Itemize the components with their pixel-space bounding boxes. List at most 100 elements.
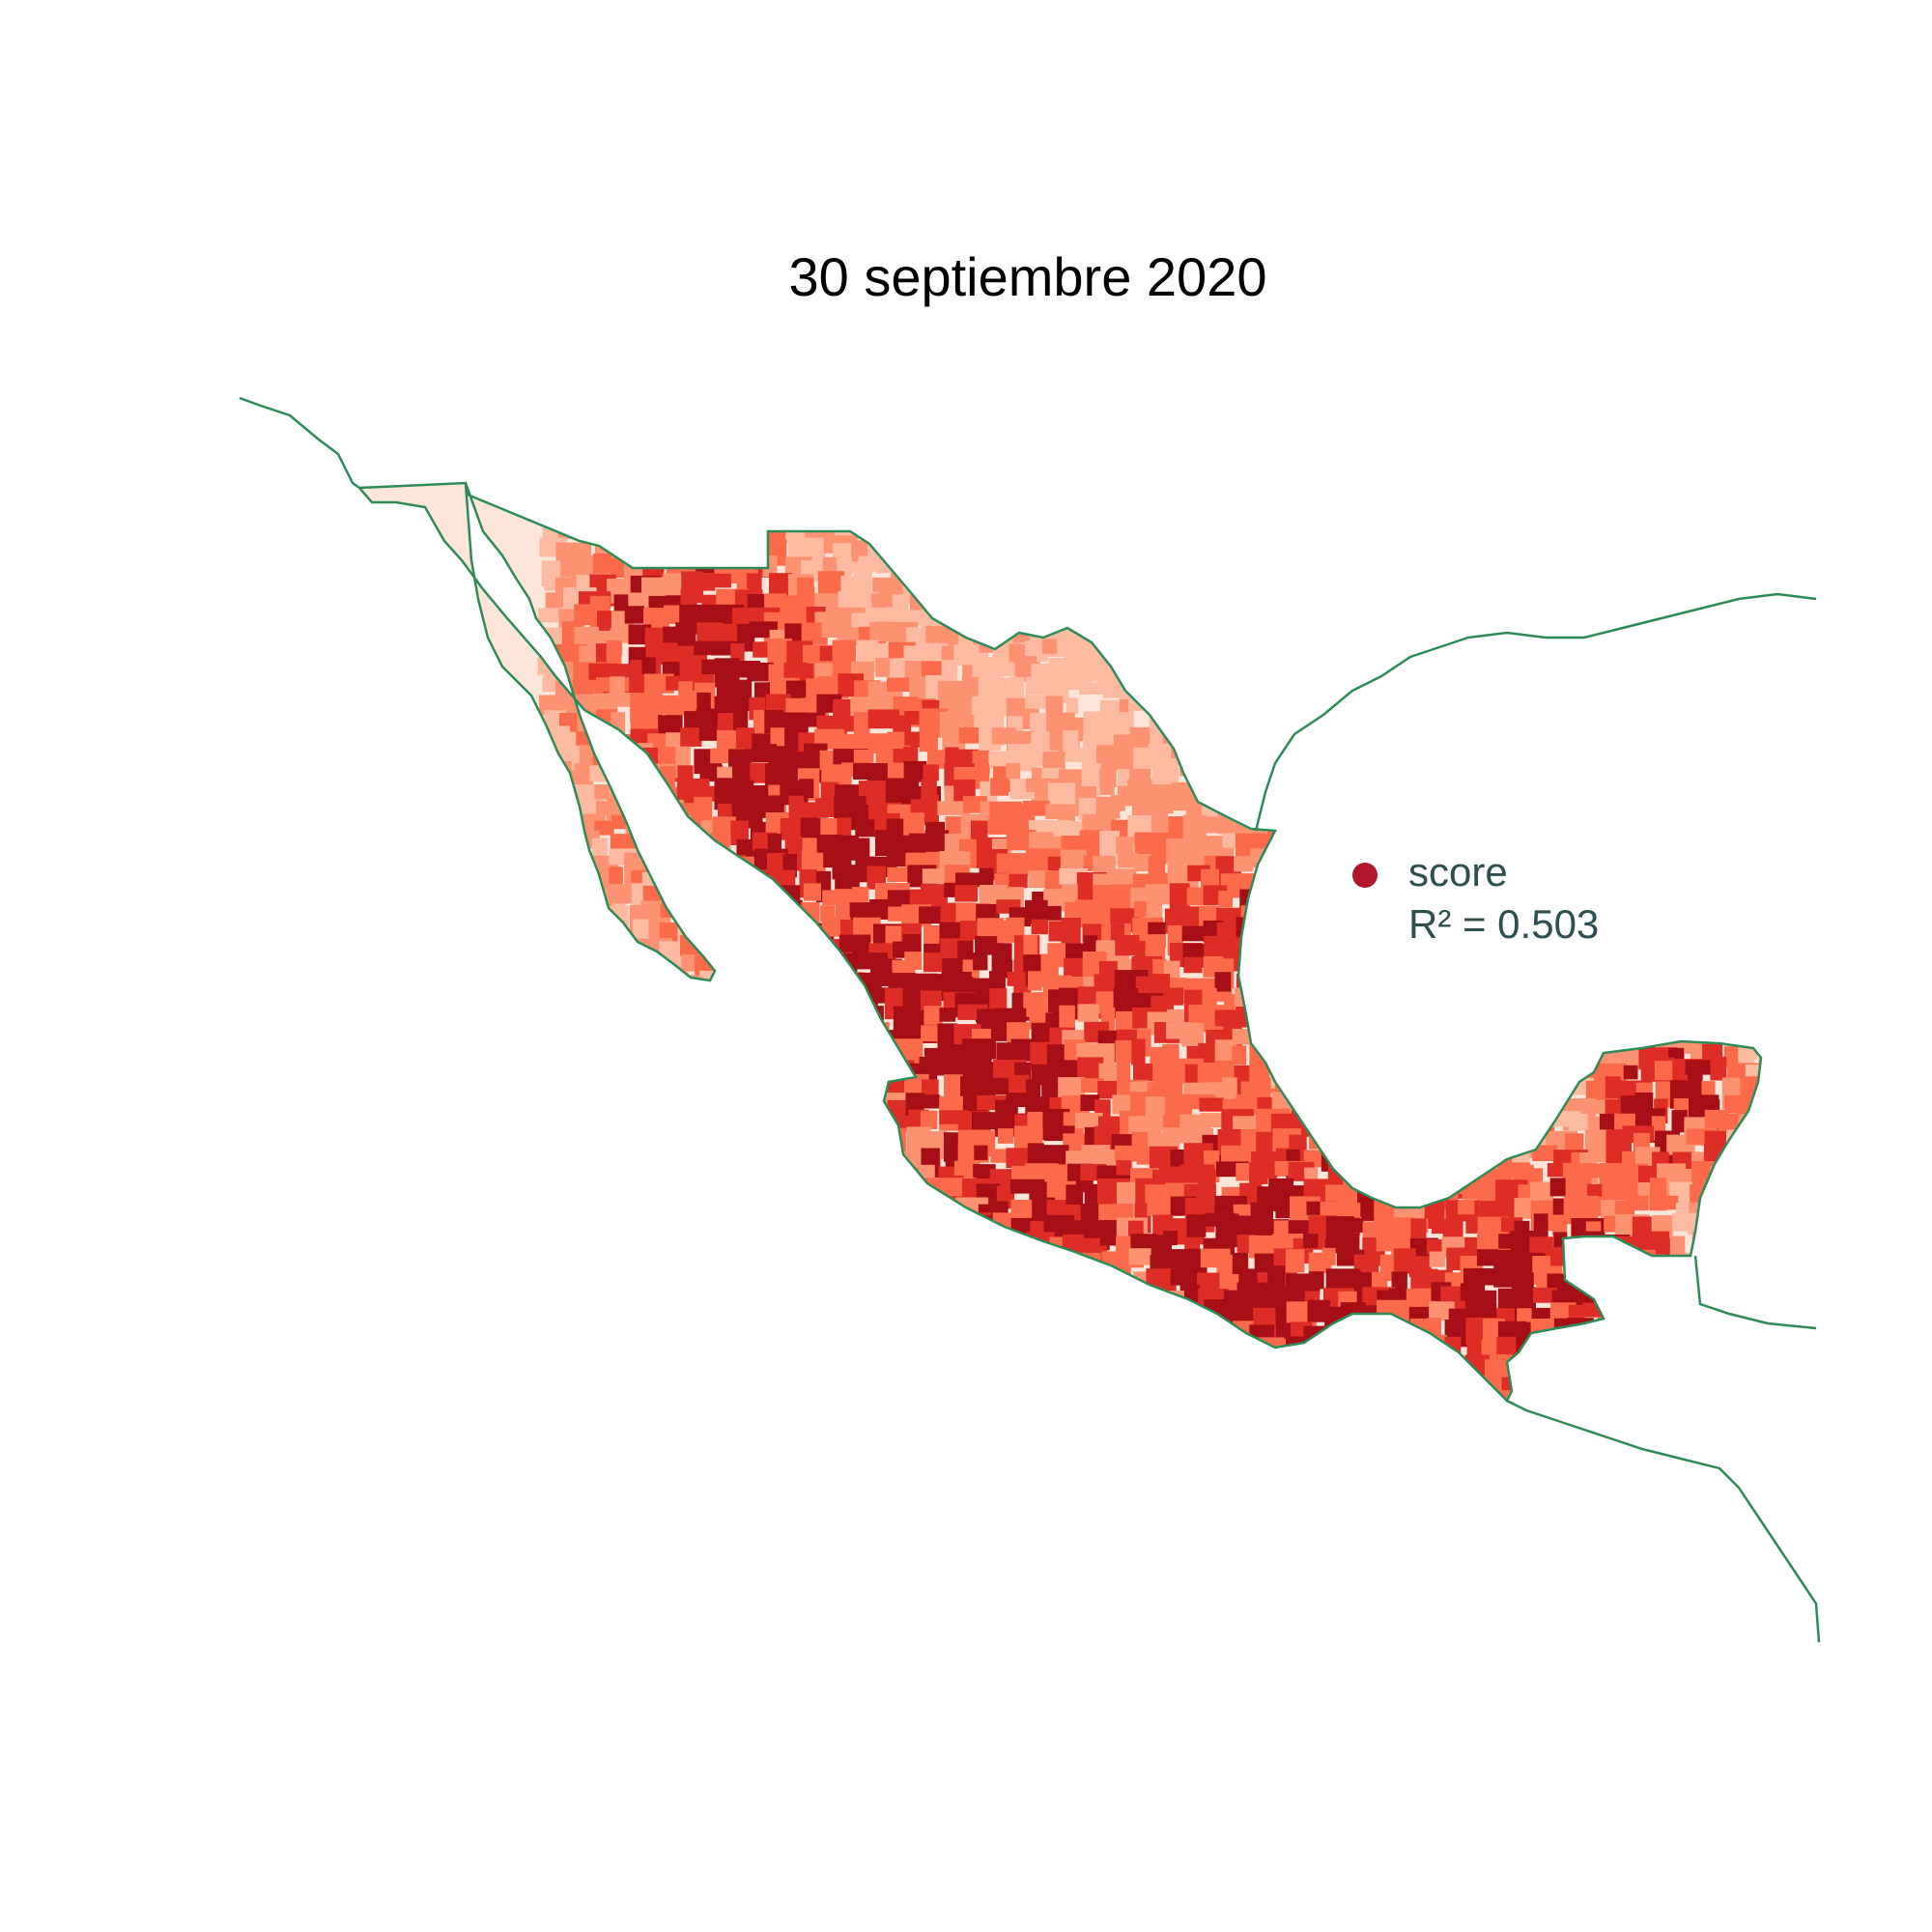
municipality-cell <box>710 1393 744 1401</box>
municipality-cell <box>1754 691 1761 719</box>
municipality-cell <box>1657 709 1689 731</box>
municipality-cell <box>1670 1306 1686 1339</box>
municipality-cell <box>1738 867 1757 885</box>
municipality-cell <box>1043 889 1068 911</box>
municipality-cell <box>1754 778 1761 808</box>
municipality-cell <box>699 1339 720 1361</box>
municipality-cell <box>1658 976 1678 997</box>
municipality-cell <box>764 1026 789 1047</box>
municipality-cell <box>1529 1093 1556 1107</box>
municipality-cell <box>1605 1306 1621 1326</box>
municipality-cell <box>1553 971 1570 994</box>
municipality-cell <box>1289 993 1322 1024</box>
municipality-cell <box>1311 1092 1336 1110</box>
municipality-cell <box>1588 1351 1616 1376</box>
municipality-cell <box>1738 608 1759 627</box>
municipality-cell <box>1425 1075 1461 1097</box>
municipality-cell <box>1406 783 1433 812</box>
municipality-cell <box>1342 813 1374 844</box>
municipality-cell <box>1440 1133 1474 1160</box>
municipality-cell <box>1286 1353 1304 1376</box>
municipality-cell <box>1635 746 1660 773</box>
municipality-cell <box>606 763 639 781</box>
municipality-cell <box>555 855 570 885</box>
municipality-cell <box>1479 522 1502 540</box>
municipality-cell <box>666 1180 696 1206</box>
municipality-cell <box>1257 609 1274 637</box>
municipality-cell <box>1293 725 1317 756</box>
municipality-cell <box>1530 796 1554 823</box>
municipality-cell <box>1353 625 1371 651</box>
municipality-cell <box>1379 1151 1395 1172</box>
municipality-cell <box>1267 1008 1293 1043</box>
municipality-cell <box>1738 1282 1761 1307</box>
municipality-cell <box>1112 526 1133 548</box>
municipality-cell <box>1495 642 1516 657</box>
municipality-cell <box>1691 986 1723 1009</box>
municipality-cell <box>712 866 733 881</box>
municipality-cell <box>732 1200 749 1224</box>
municipality-cell <box>1254 1405 1283 1421</box>
municipality-cell <box>1756 1220 1761 1251</box>
municipality-cell <box>1483 606 1505 634</box>
municipality-cell <box>851 1127 882 1158</box>
municipality-cell <box>1201 745 1217 759</box>
municipality-cell <box>1654 557 1683 574</box>
municipality-cell <box>699 1075 728 1105</box>
municipality-cell <box>1030 713 1047 736</box>
municipality-cell <box>1396 1045 1416 1080</box>
municipality-cell <box>1478 781 1498 798</box>
municipality-cell <box>1336 709 1359 728</box>
municipality-cell <box>1146 1355 1164 1383</box>
municipality-cell <box>1321 987 1351 1010</box>
municipality-cell <box>1321 782 1351 815</box>
municipality-cell <box>1449 786 1473 809</box>
municipality-cell <box>540 889 557 923</box>
municipality-cell <box>1655 1356 1676 1385</box>
municipality-cell <box>1622 518 1650 544</box>
municipality-cell <box>1703 1335 1737 1365</box>
municipality-cell <box>920 1406 953 1436</box>
municipality-cell <box>1341 1410 1368 1431</box>
municipality-cell <box>1303 656 1332 688</box>
municipality-cell <box>923 1305 947 1324</box>
municipality-cell <box>648 595 668 611</box>
municipality-cell <box>1128 586 1143 611</box>
municipality-cell <box>554 991 587 1009</box>
municipality-cell <box>1605 730 1622 755</box>
municipality-cell <box>944 593 959 611</box>
municipality-cell <box>1356 1099 1391 1115</box>
municipality-cell <box>1459 1006 1480 1040</box>
municipality-cell <box>1568 711 1602 728</box>
municipality-cell <box>1287 1077 1321 1094</box>
municipality-cell <box>1674 665 1690 681</box>
municipality-cell <box>543 819 578 851</box>
municipality-cell <box>1584 785 1601 818</box>
municipality-cell <box>972 1356 997 1384</box>
municipality-cell <box>1410 1063 1429 1094</box>
municipality-cell <box>1755 610 1761 633</box>
municipality-cell <box>1391 1008 1416 1033</box>
municipality-cell <box>1691 1326 1723 1347</box>
municipality-cell <box>994 1255 1022 1273</box>
municipality-cell <box>1256 588 1275 606</box>
municipality-cell <box>1188 1389 1222 1401</box>
municipality-cell <box>595 1337 626 1363</box>
municipality-cell <box>1657 960 1680 979</box>
municipality-cell <box>814 1335 849 1365</box>
municipality-cell <box>714 1185 733 1219</box>
municipality-cell <box>1168 680 1184 711</box>
municipality-cell <box>594 1291 612 1314</box>
municipality-cell <box>1719 804 1741 837</box>
municipality-cell <box>1672 559 1697 581</box>
municipality-cell <box>1321 1406 1339 1432</box>
municipality-cell <box>992 1394 1008 1401</box>
municipality-cell <box>1288 1372 1322 1392</box>
municipality-cell <box>1586 1389 1613 1401</box>
municipality-cell <box>1310 1386 1341 1401</box>
municipality-cell <box>972 1308 1003 1327</box>
municipality-cell <box>556 1374 583 1401</box>
municipality-cell <box>1014 1373 1038 1389</box>
municipality-cell <box>624 1266 656 1299</box>
municipality-cell <box>1377 522 1403 553</box>
